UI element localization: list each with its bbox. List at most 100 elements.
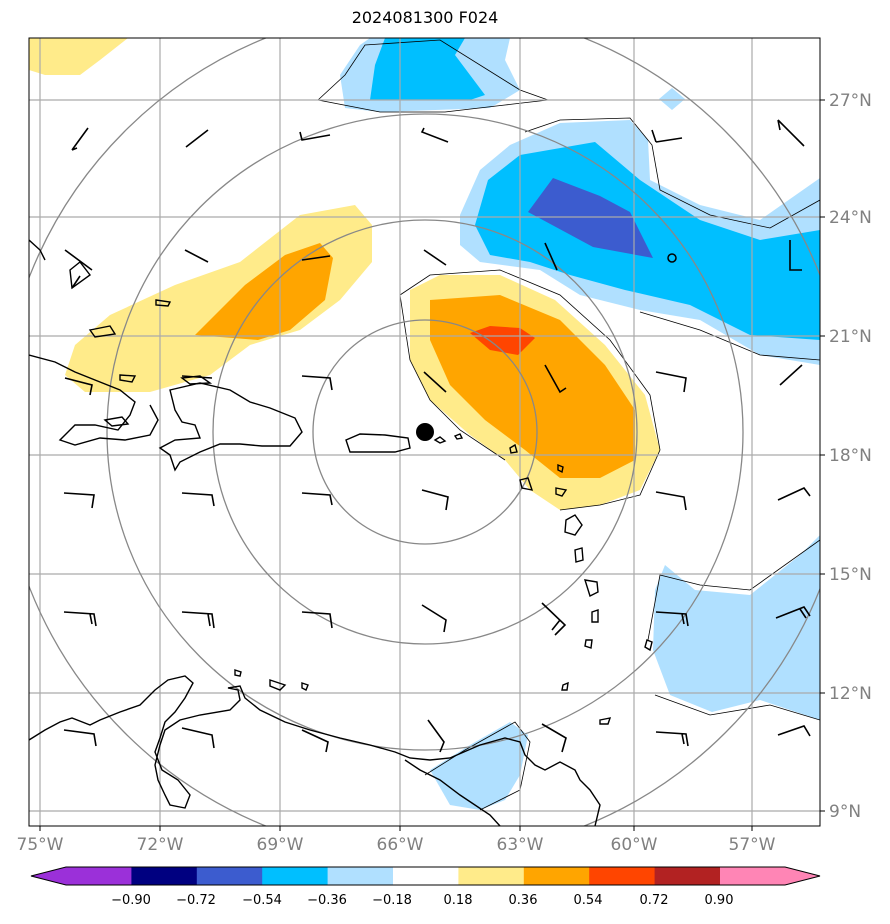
longitude-label: 66°W bbox=[377, 835, 424, 855]
colorbar-cell bbox=[196, 867, 263, 885]
contour-line bbox=[524, 117, 820, 229]
positive-anomaly-area bbox=[29, 38, 128, 75]
wind-barb bbox=[423, 371, 447, 393]
wind-barb bbox=[775, 606, 811, 619]
wind-barb bbox=[64, 249, 93, 289]
island bbox=[119, 374, 137, 383]
wind-barb bbox=[777, 119, 805, 147]
wind-barb bbox=[427, 719, 445, 753]
island bbox=[584, 639, 593, 649]
negative-anomaly-area bbox=[430, 722, 528, 810]
latitude-label: 21°N bbox=[829, 327, 872, 347]
negative-anomaly-area bbox=[370, 38, 485, 100]
longitude-label: 75°W bbox=[17, 835, 64, 855]
colorbar-tick-label: 0.18 bbox=[444, 893, 473, 908]
wind-barb bbox=[185, 129, 209, 148]
island bbox=[519, 477, 534, 491]
colorbar-labels: −0.90 −0.72 −0.54 −0.36 −0.18 0.18 0.36 … bbox=[111, 893, 733, 908]
wind-barb bbox=[63, 492, 95, 509]
wind-barb bbox=[779, 364, 803, 386]
anomaly-shading bbox=[29, 38, 820, 810]
island bbox=[155, 299, 172, 307]
wind-barb bbox=[423, 249, 447, 266]
contour-line bbox=[399, 269, 661, 511]
wind-barb bbox=[301, 492, 333, 506]
wind-barb bbox=[544, 242, 558, 271]
wind-barb bbox=[655, 371, 687, 393]
island bbox=[591, 609, 599, 623]
colorbar-tick-label: 0.54 bbox=[574, 893, 603, 908]
island bbox=[561, 681, 569, 691]
wind-barb bbox=[421, 489, 449, 511]
island-jamaica bbox=[103, 416, 130, 427]
storm-center-dot bbox=[416, 423, 434, 441]
contour-line bbox=[317, 39, 549, 113]
coast-south-america bbox=[404, 759, 501, 826]
wind-barb bbox=[181, 375, 213, 379]
colorbar-cell bbox=[654, 867, 721, 885]
wind-barb bbox=[301, 255, 331, 261]
wind-barb bbox=[655, 731, 689, 747]
island bbox=[88, 325, 117, 338]
negative-anomaly-area bbox=[659, 88, 685, 110]
colorbar-tick-label: 0.36 bbox=[509, 893, 538, 908]
island bbox=[555, 487, 568, 497]
wind-barb bbox=[655, 611, 689, 627]
wind-barb bbox=[541, 723, 567, 753]
wind-barb bbox=[181, 611, 215, 629]
axis-ticks bbox=[39, 99, 825, 831]
latitude-label: 24°N bbox=[829, 208, 872, 228]
colorbar-tick-label: 0.90 bbox=[705, 893, 734, 908]
wind-barb bbox=[181, 727, 215, 749]
wind-barb bbox=[184, 249, 209, 263]
longitude-label: 63°W bbox=[497, 835, 544, 855]
island bbox=[509, 443, 518, 454]
wind-barb bbox=[544, 364, 567, 394]
island bbox=[557, 463, 564, 474]
colorbar-extend-low bbox=[31, 867, 66, 885]
colorbar-tick-label: −0.72 bbox=[176, 893, 216, 908]
range-ring bbox=[212, 219, 638, 645]
colorbar-extend-high bbox=[785, 867, 820, 885]
wind-barb bbox=[63, 611, 97, 627]
island-cuba bbox=[29, 354, 159, 446]
map-panel bbox=[29, 38, 820, 826]
range-rings bbox=[29, 38, 820, 826]
wind-barb bbox=[71, 127, 89, 151]
wind-barb bbox=[301, 375, 333, 391]
negative-anomaly-core bbox=[528, 178, 653, 258]
latitude-label: 15°N bbox=[829, 565, 872, 585]
colorbar: −0.90 −0.72 −0.54 −0.36 −0.18 0.18 0.36 … bbox=[30, 866, 821, 908]
wind-barb bbox=[64, 377, 93, 396]
island bbox=[574, 547, 584, 563]
colorbar-tick-label: −0.18 bbox=[372, 893, 412, 908]
island bbox=[599, 717, 612, 725]
colorbar-cell bbox=[458, 867, 525, 885]
colorbar-cell bbox=[262, 867, 329, 885]
island bbox=[583, 579, 599, 597]
latitude-labels: 27°N 24°N 21°N 18°N 15°N 12°N 9°N bbox=[829, 91, 872, 822]
island bbox=[301, 682, 309, 691]
longitude-label: 69°W bbox=[257, 835, 304, 855]
island bbox=[433, 436, 447, 444]
wind-barb bbox=[777, 725, 811, 737]
range-ring bbox=[312, 319, 538, 545]
colorbar-cell bbox=[393, 867, 459, 885]
island bbox=[644, 639, 653, 652]
graticule bbox=[29, 38, 820, 826]
island bbox=[29, 239, 46, 261]
coast-south-america bbox=[29, 675, 601, 826]
colorbar-tick-label: −0.54 bbox=[242, 893, 282, 908]
longitude-label: 72°W bbox=[137, 835, 184, 855]
latitude-label: 12°N bbox=[829, 684, 872, 704]
wind-barb bbox=[789, 240, 802, 271]
wind-barb bbox=[181, 492, 215, 507]
island bbox=[234, 669, 242, 677]
map-border bbox=[28, 37, 821, 827]
colorbar-cell bbox=[589, 867, 656, 885]
colorbar-tick-label: −0.90 bbox=[111, 893, 151, 908]
colorbar-cell bbox=[720, 867, 786, 885]
wind-barb bbox=[63, 729, 97, 747]
longitude-labels: 75°W 72°W 69°W 66°W 63°W 60°W 57°W bbox=[17, 835, 776, 855]
